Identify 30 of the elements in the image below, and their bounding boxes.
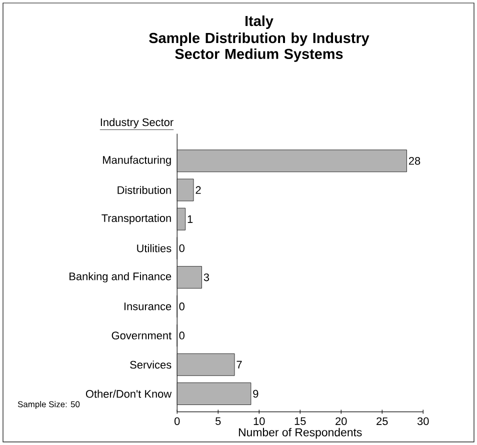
- y-tick-label: Government: [112, 332, 172, 340]
- y-tick-label: Other/Don't Know: [86, 390, 172, 398]
- data-label: 1: [188, 215, 193, 223]
- y-tick-label: Banking and Finance: [70, 272, 172, 282]
- text: Sample Size: 50: [18, 401, 80, 409]
- data-label: 9: [253, 390, 258, 398]
- data-label: 2: [196, 186, 201, 194]
- x-tick-label: 25: [376, 417, 388, 426]
- chart-title: Italy: [246, 16, 274, 29]
- x-tick-label: 0: [174, 417, 180, 426]
- data-label: 28: [408, 157, 420, 165]
- y-tick-label: Distribution: [118, 186, 171, 194]
- x-tick-label: 20: [336, 417, 347, 426]
- x-tick-label: 30: [417, 417, 429, 426]
- data-label: 3: [204, 273, 210, 282]
- x-axis-title: Number of Respondents: [238, 428, 362, 439]
- chart-subtitle: Sample Distribution by Industry Sector Medium Systems: [149, 32, 370, 62]
- data-label: 0: [179, 244, 184, 252]
- y-tick-label: Transportation: [102, 214, 171, 224]
- x-tick-label: 15: [294, 417, 306, 425]
- data-label: 7: [236, 360, 242, 368]
- data-label: 0: [179, 302, 184, 310]
- y-tick-label: Insurance: [124, 302, 172, 310]
- y-tick-label: Manufacturing: [103, 156, 171, 166]
- y-tick-label: Utilities: [137, 244, 172, 252]
- x-tick-label: 5: [216, 417, 221, 425]
- data-label: 0: [179, 332, 184, 340]
- x-tick-label: 10: [254, 417, 265, 426]
- y-tick-label: Services: [130, 360, 172, 369]
- y-axis-title: Industry Sector: [100, 118, 174, 128]
